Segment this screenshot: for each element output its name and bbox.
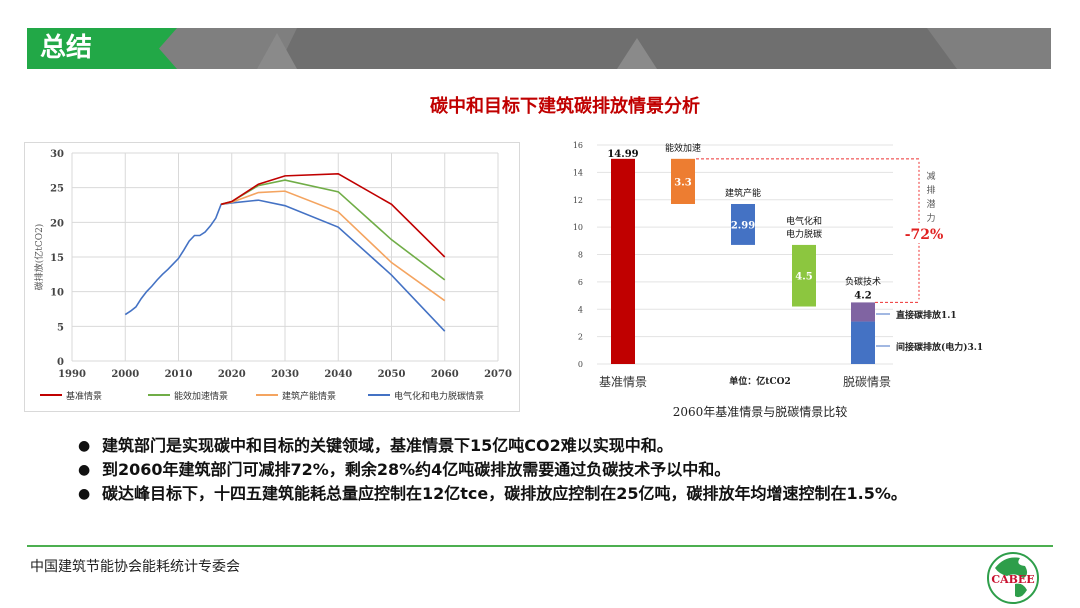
reduction-label: 减 (926, 170, 935, 182)
y-tick-label: 8 (578, 251, 583, 260)
header-bar (27, 28, 1051, 69)
legend-label: 电气化和电力脱碳情景 (394, 390, 484, 402)
y-tick-label: 12 (573, 196, 583, 205)
legend-label: 基准情景 (66, 390, 102, 402)
x-tick-label: 1990 (58, 369, 86, 380)
page-title: 总结 (40, 33, 93, 63)
bullet-item: 建筑部门是实现碳中和目标的关键领域，基准情景下15亿吨CO2难以实现中和。 (78, 434, 978, 458)
bullet-item: 到2060年建筑部门可减排72%，剩余28%约4亿吨碳排放需要通过负碳技术予以中… (78, 458, 978, 482)
bar-value-label: 14.99 (607, 149, 638, 160)
series-line (124, 199, 446, 332)
x-tick-label: 2060 (431, 369, 459, 380)
line-chart-frame (24, 142, 520, 412)
y-tick-label: 2 (578, 333, 583, 342)
waterfall-bar (851, 302, 875, 322)
direct-emission-label: 直接碳排放1.1 (896, 309, 957, 321)
y-tick-label: 0 (57, 357, 64, 368)
series-line (220, 190, 446, 302)
chart-title: 2060年基准情景与脱碳情景比较 (673, 404, 848, 419)
x-tick-label: 2000 (111, 369, 139, 380)
x-category-label: 基准情景 (599, 375, 647, 389)
bullet-list: 建筑部门是实现碳中和目标的关键领域，基准情景下15亿吨CO2难以实现中和。 到2… (78, 434, 978, 506)
y-tick-label: 14 (573, 168, 583, 177)
reduction-label: 潜 (926, 198, 935, 210)
legend-label: 建筑产能情景 (282, 390, 336, 402)
bar-value-label: 4.2 (854, 290, 871, 301)
x-category-label: 脱碳情景 (843, 374, 891, 389)
waterfall-bar (731, 203, 755, 245)
waterfall-bar (851, 321, 875, 364)
y-tick-label: 16 (573, 141, 583, 150)
bar-value-label: 3.3 (674, 177, 691, 188)
charts: 1990 2000 2010 2020 2030 2040 2050 2060 20700510… (33, 141, 983, 419)
y-tick-label: 6 (578, 278, 583, 287)
unit-label: 单位：亿tCO2 (729, 375, 790, 387)
slide-subtitle: 碳中和目标下建筑碳排放情景分析 (430, 96, 700, 117)
waterfall-bar (792, 244, 816, 307)
series-line (220, 179, 446, 281)
cabee-logo: CABEE (987, 552, 1039, 604)
y-tick-label: 0 (578, 360, 583, 369)
y-axis-label: 碳排放(亿tCO2) (33, 224, 45, 291)
reduction-label: 力 (926, 212, 935, 224)
bar-category-label: 建筑产能 (725, 187, 761, 199)
y-tick-label: 30 (50, 149, 64, 160)
waterfall-bar (671, 158, 695, 204)
y-tick-label: 25 (50, 184, 64, 195)
bar-value-label: 2.99 (731, 220, 755, 231)
label-bg (900, 223, 944, 243)
x-tick-label: 2030 (271, 369, 299, 380)
bar-value-label: 4.5 (795, 272, 812, 283)
x-tick-label: 2020 (218, 369, 246, 380)
series-line (220, 172, 446, 258)
bar-category-label: 电力脱碳 (786, 228, 822, 240)
y-tick-label: 15 (50, 253, 64, 264)
x-tick-label: 2070 (484, 369, 512, 380)
legend-label: 能效加速情景 (174, 390, 228, 402)
x-tick-label: 2040 (324, 369, 352, 380)
x-tick-label: 2010 (165, 369, 193, 380)
y-tick-label: 10 (573, 223, 583, 232)
reduction-percent: -72% (905, 227, 944, 243)
y-tick-label: 4 (578, 305, 583, 314)
waterfall-bar (611, 158, 635, 364)
svg-text:CABEE: CABEE (991, 573, 1034, 586)
y-tick-label: 5 (57, 322, 64, 333)
bullet-item: 碳达峰目标下，十四五建筑能耗总量应控制在12亿tce，碳排放应控制在25亿吨，碳… (78, 482, 978, 506)
bar-category-label: 电气化和 (786, 215, 822, 227)
y-tick-label: 20 (50, 218, 64, 229)
bar-category-label: 负碳技术 (845, 275, 881, 287)
indirect-emission-label: 间接碳排放(电力)3.1 (896, 341, 983, 353)
x-tick-label: 2050 (378, 369, 406, 380)
footer-org: 中国建筑节能协会能耗统计专委会 (30, 559, 240, 575)
bar-category-label: 能效加速 (665, 142, 701, 154)
title-tab (27, 28, 177, 69)
reduction-label: 排 (926, 184, 935, 196)
y-tick-label: 10 (50, 288, 64, 299)
footer-divider (27, 545, 1053, 547)
